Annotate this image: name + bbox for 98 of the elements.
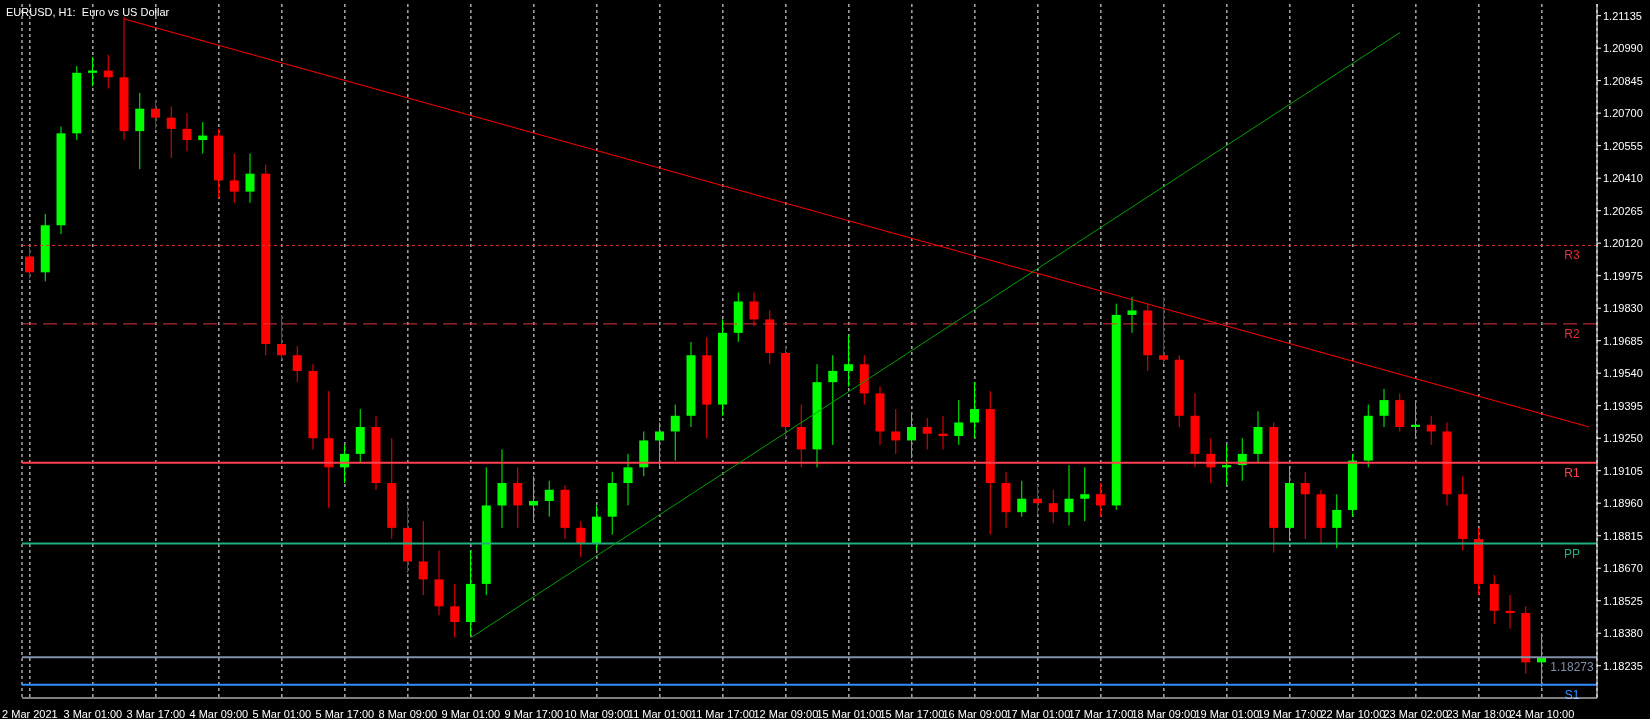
candlestick — [670, 404, 680, 462]
x-tick-label: 9 Mar 01:00 — [441, 708, 501, 719]
candlestick — [245, 153, 255, 204]
x-tick-label: 23 Mar 02:00 — [1383, 708, 1449, 719]
candlestick — [1379, 388, 1389, 428]
ref-line-label: 1.18273 — [1550, 660, 1595, 675]
candlestick — [576, 520, 586, 558]
candlestick — [198, 121, 208, 155]
ref-line-label: R2 — [1564, 326, 1580, 341]
x-tick-label: 5 Mar 17:00 — [315, 708, 375, 719]
y-tick-label: 1.18525 — [1603, 594, 1643, 607]
candlestick — [623, 453, 633, 506]
y-tick-label: 1.20120 — [1603, 237, 1643, 250]
x-tick-label: 18 Mar 09:00 — [1131, 708, 1197, 719]
candlestick — [1300, 471, 1310, 540]
y-tick-label: 1.19105 — [1603, 464, 1643, 477]
candlestick — [513, 466, 523, 529]
candlestick — [1127, 296, 1137, 334]
candlestick — [1017, 480, 1027, 518]
ref-line-label: PP — [1563, 546, 1581, 561]
x-tick-label: 17 Mar 17:00 — [1068, 708, 1134, 719]
x-tick-label: 19 Mar 01:00 — [1194, 708, 1260, 719]
y-tick-label: 1.18815 — [1603, 529, 1643, 542]
y-tick-label: 1.20265 — [1603, 204, 1643, 217]
y-tick-label: 1.18670 — [1603, 562, 1643, 575]
chart-title: EURUSD, H1: Euro vs US Dollar — [6, 6, 170, 18]
x-tick-label: 2 Mar 2021 — [2, 708, 58, 719]
x-tick-label: 8 Mar 09:00 — [378, 708, 438, 719]
x-tick-label: 16 Mar 09:00 — [942, 708, 1008, 719]
candlestick — [1080, 466, 1090, 522]
candlestick — [166, 105, 176, 159]
candlestick — [891, 408, 901, 455]
candlestick — [450, 583, 460, 639]
x-tick-label: 15 Mar 01:00 — [816, 708, 882, 719]
candlestick — [828, 354, 838, 446]
y-tick-label: 1.21135 — [1603, 9, 1642, 22]
candlestick — [749, 291, 759, 327]
ref-line-label: S1 — [1564, 687, 1580, 702]
candlestick — [151, 99, 160, 130]
candlestick — [970, 381, 979, 439]
x-tick-label: 3 Mar 01:00 — [63, 708, 123, 719]
y-tick-label: 1.19975 — [1603, 269, 1643, 282]
candlestick — [182, 112, 192, 152]
y-tick-label: 1.19685 — [1603, 334, 1643, 347]
candlestick — [938, 415, 948, 450]
y-tick-label: 1.20700 — [1603, 107, 1643, 120]
x-tick-label: 5 Mar 01:00 — [252, 708, 312, 719]
candlestick — [497, 448, 507, 529]
y-tick-label: 1.20555 — [1603, 139, 1643, 152]
candlestick — [1332, 493, 1342, 549]
x-tick-label: 10 Mar 09:00 — [564, 708, 630, 719]
x-tick-label: 15 Mar 17:00 — [879, 708, 945, 719]
y-tick-label: 1.18960 — [1603, 497, 1643, 510]
y-tick-label: 1.20990 — [1603, 42, 1643, 55]
candlestick — [1411, 399, 1420, 439]
y-tick-label: 1.20410 — [1603, 172, 1643, 185]
candlestick — [1222, 444, 1231, 486]
x-tick-label: 24 Mar 10:00 — [1509, 708, 1575, 719]
x-tick-label: 9 Mar 17:00 — [504, 708, 564, 719]
ref-line-label: R3 — [1564, 248, 1580, 263]
y-tick-label: 1.18380 — [1603, 627, 1643, 640]
x-tick-label: 4 Mar 09:00 — [189, 708, 249, 719]
candlestick — [907, 413, 916, 459]
x-tick-label: 23 Mar 18:00 — [1446, 708, 1512, 719]
candlestick — [1159, 296, 1168, 365]
candlestick — [796, 404, 806, 468]
y-tick-label: 1.20845 — [1603, 74, 1643, 87]
x-tick-label: 11 Mar 17:00 — [690, 708, 755, 719]
ref-line-label: R1 — [1564, 465, 1580, 480]
candlestick — [1505, 594, 1515, 630]
candlestick — [844, 334, 853, 388]
candlestick — [292, 345, 302, 383]
y-tick-label: 1.19830 — [1603, 302, 1643, 315]
y-tick-label: 1.18235 — [1603, 659, 1643, 672]
candlestick — [529, 475, 538, 522]
candlestick — [922, 417, 932, 450]
x-tick-label: 19 Mar 17:00 — [1257, 708, 1323, 719]
x-tick-label: 12 Mar 09:00 — [753, 708, 819, 719]
x-tick-label: 3 Mar 17:00 — [126, 708, 186, 719]
candlestick — [25, 247, 34, 280]
x-tick-label: 11 Mar 01:00 — [627, 708, 692, 719]
candlestick — [277, 314, 286, 361]
candlestick — [1048, 489, 1058, 524]
x-tick-label: 17 Mar 01:00 — [1005, 708, 1071, 719]
candlestick — [229, 153, 239, 204]
candlestick — [418, 520, 428, 596]
x-tick-label: 22 Mar 10:00 — [1320, 708, 1386, 719]
candlestick — [1064, 464, 1074, 527]
y-tick-label: 1.19540 — [1603, 367, 1643, 380]
candlestick — [135, 92, 145, 170]
candlestick — [1096, 482, 1105, 518]
candlestick — [1033, 484, 1042, 515]
candlestick — [655, 422, 664, 468]
candlestick — [88, 56, 97, 87]
candlestick — [954, 399, 964, 446]
y-tick-label: 1.19250 — [1603, 432, 1643, 445]
y-tick-label: 1.19395 — [1603, 399, 1643, 412]
candlestick — [544, 480, 554, 518]
